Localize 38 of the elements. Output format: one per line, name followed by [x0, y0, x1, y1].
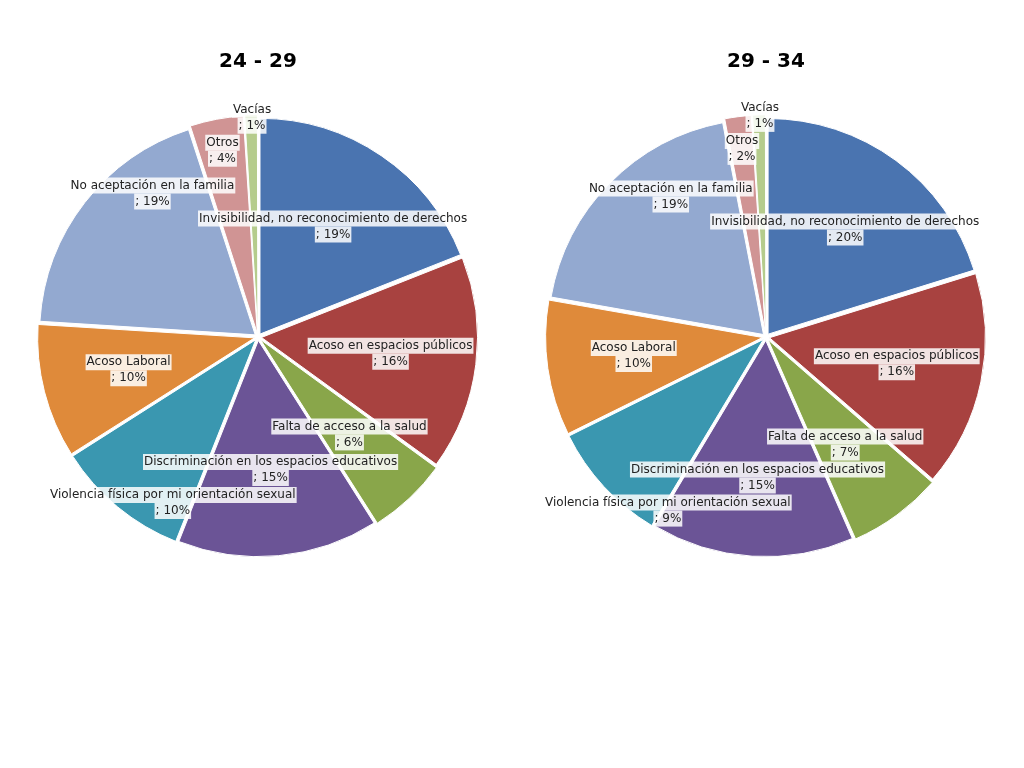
data-label: ; 10%: [111, 370, 146, 385]
slice-label: Invisibilidad, no reconocimiento de derechos: [711, 213, 980, 228]
slice-label: Vacías: [740, 100, 780, 115]
data-label: ; 16%: [879, 364, 915, 379]
data-label: ; 19%: [135, 193, 170, 208]
slice-label: Acoso en espacios públicos: [308, 337, 473, 352]
data-label: ; 4%: [209, 150, 236, 165]
chart-title: 24 - 29: [219, 48, 297, 73]
slice-label: Invisibilidad, no reconocimiento de derechos: [199, 210, 468, 225]
data-label: ; 7%: [831, 444, 859, 459]
data-label: ; 1%: [746, 116, 774, 131]
data-label: ; 10%: [155, 503, 191, 518]
data-label: ; 15%: [740, 477, 775, 492]
data-label: ; 10%: [616, 356, 652, 371]
chart-title: 29 - 34: [727, 48, 805, 73]
slice-label: No aceptación en la familia: [70, 177, 235, 192]
slice-label: Falta de acceso a la salud: [272, 418, 427, 433]
slice-label: Discriminación en los espacios educativos: [144, 454, 398, 469]
slice-label: Discriminación en los espacios educativos: [630, 461, 885, 476]
data-label: ; 19%: [315, 226, 351, 241]
slice-label: Acoso en espacios públicos: [814, 348, 979, 363]
slice-label: Otros: [206, 134, 239, 149]
data-label: ; 1%: [238, 117, 266, 132]
data-label: ; 20%: [827, 229, 863, 244]
data-label: ; 6%: [336, 434, 363, 449]
data-label: ; 16%: [373, 353, 408, 368]
slice-label: Violencia física por mi orientación sexual: [545, 494, 791, 509]
data-label: ; 15%: [253, 470, 288, 485]
slice-label: Acoso Laboral: [86, 354, 171, 369]
slice-label: Violencia física por mi orientación sexual: [50, 487, 296, 502]
data-label: ; 9%: [654, 510, 682, 525]
slice-label: Acoso Laboral: [591, 340, 676, 355]
data-label: ; 2%: [728, 149, 756, 164]
slice-label: Otros: [725, 133, 759, 148]
slice-label: Vacías: [232, 101, 272, 116]
slice-label: Falta de acceso a la salud: [768, 428, 923, 443]
slice-label: No aceptación en la familia: [588, 180, 753, 195]
data-label: ; 19%: [653, 196, 689, 211]
